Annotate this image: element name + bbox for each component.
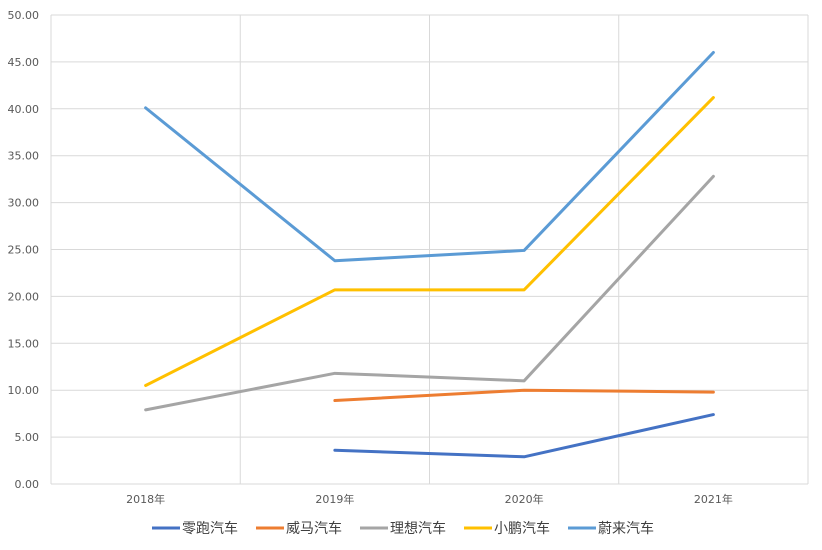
legend-item: 蔚来汽车 (568, 520, 654, 537)
series-line-0 (333, 413, 715, 459)
legend-item: 威马汽车 (256, 520, 342, 537)
x-tick-label: 2021年 (694, 492, 733, 506)
y-tick-label: 25.00 (8, 244, 40, 257)
y-tick-label: 45.00 (8, 56, 40, 69)
legend: 零跑汽车 威马汽车 理想汽车 小鹏汽车 蔚来汽车 (152, 520, 654, 537)
legend-label: 理想汽车 (390, 520, 446, 537)
y-tick-label: 15.00 (8, 337, 40, 350)
series-line-1 (333, 388, 715, 403)
y-tick-label: 35.00 (8, 150, 40, 163)
x-tick-label: 2018年 (126, 492, 165, 506)
legend-item: 小鹏汽车 (464, 520, 550, 537)
legend-item: 理想汽车 (360, 520, 446, 537)
series-line-4 (144, 51, 715, 263)
y-axis-ticks: 0.00 5.00 10.00 15.00 20.00 25.00 30.00 35.00 40… (8, 9, 40, 491)
grid-layer (50, 14, 809, 485)
legend-label: 威马汽车 (286, 520, 342, 537)
series-line-3 (144, 96, 715, 388)
y-tick-label: 5.00 (15, 431, 40, 444)
legend-label: 小鹏汽车 (494, 520, 550, 537)
x-tick-label: 2019年 (315, 492, 354, 506)
y-tick-label: 30.00 (8, 197, 40, 210)
legend-item: 零跑汽车 (152, 520, 238, 537)
series-line-2 (144, 174, 715, 412)
x-tick-label: 2020年 (505, 492, 544, 506)
y-tick-label: 10.00 (8, 384, 40, 397)
x-axis-ticks: 2018年 2019年 2020年 2021年 (126, 492, 733, 506)
y-tick-label: 40.00 (8, 103, 40, 116)
y-tick-label: 20.00 (8, 290, 40, 303)
legend-label: 零跑汽车 (182, 520, 238, 537)
series-layer (144, 51, 715, 459)
legend-label: 蔚来汽车 (598, 520, 654, 537)
y-tick-label: 0.00 (15, 478, 40, 491)
y-tick-label: 50.00 (8, 9, 40, 22)
